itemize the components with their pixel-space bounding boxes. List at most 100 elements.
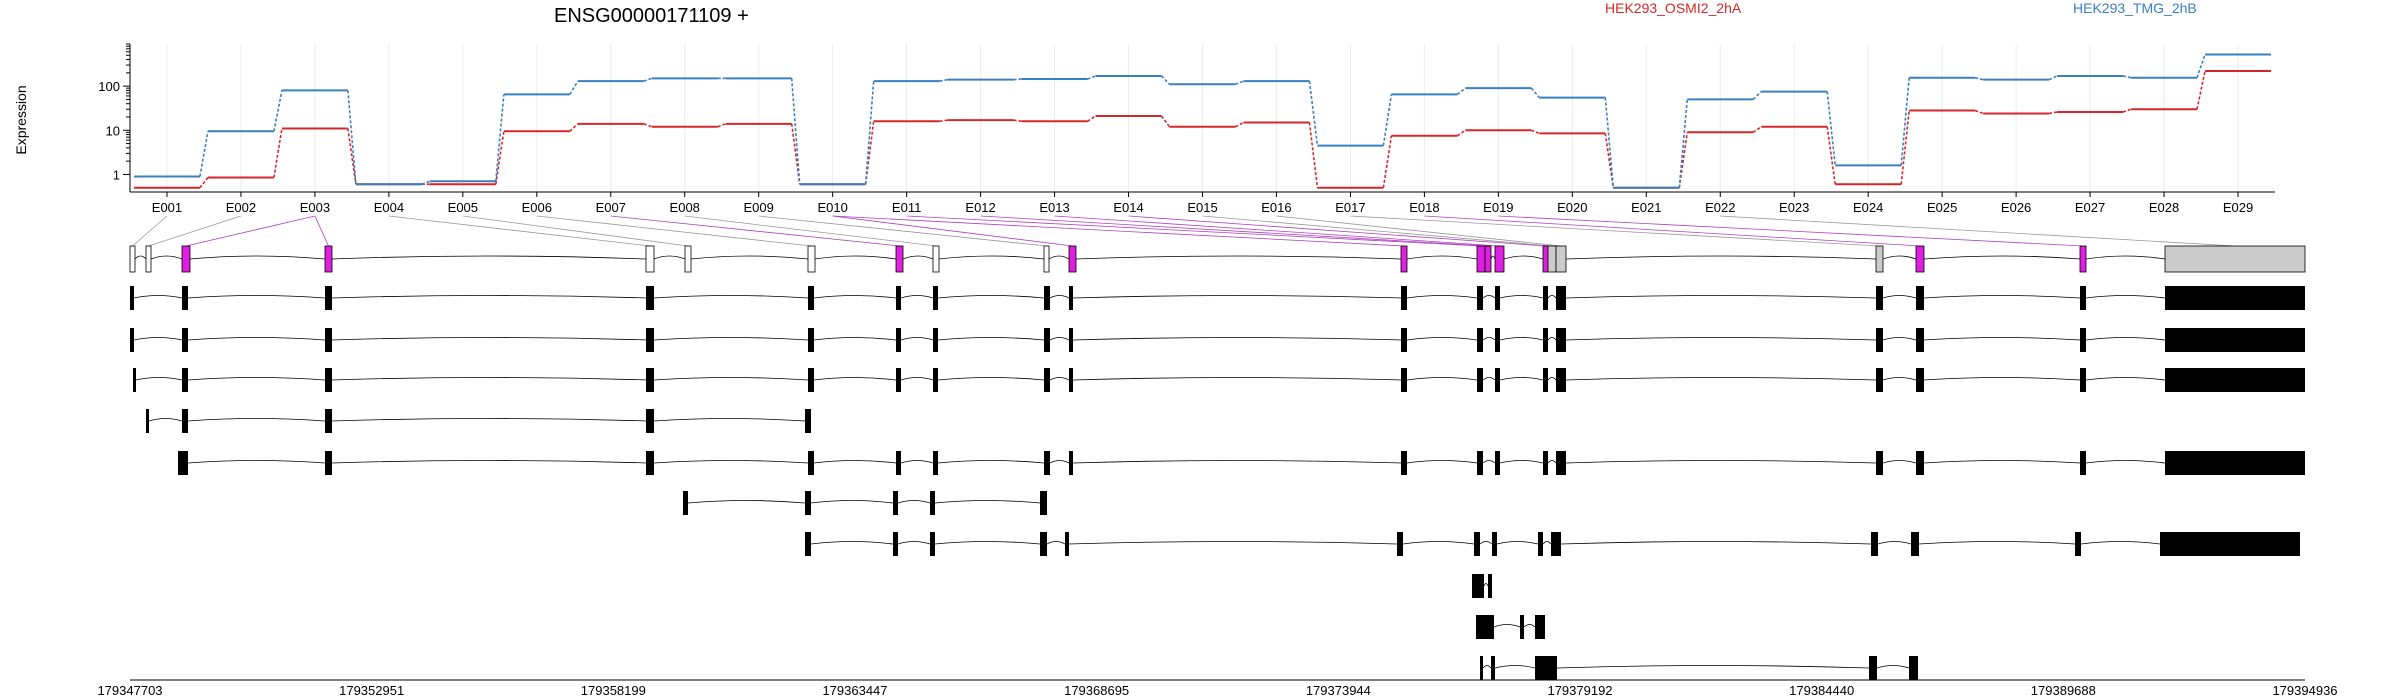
exon-connectors [132, 215, 2236, 247]
transcript-intron [1483, 583, 1489, 587]
transcript-exon [893, 491, 898, 515]
transcript [130, 328, 2305, 352]
series-link [2122, 108, 2132, 113]
coord-tick-label: 179352951 [339, 683, 404, 698]
series-link [347, 128, 357, 185]
transcript-exon [933, 451, 938, 475]
series-link [2048, 111, 2058, 115]
exon-label: E027 [2075, 200, 2105, 215]
exon-connector [1424, 215, 1921, 247]
chart-title: ENSG00000171109 + [554, 5, 749, 27]
gene-exon [129, 245, 136, 273]
transcript-exon [933, 368, 938, 392]
transcript-exon [1916, 451, 1924, 475]
series-link [199, 177, 209, 189]
coord-tick-label: 179394936 [2272, 683, 2337, 698]
exon-label: E012 [965, 200, 995, 215]
series-link [1678, 132, 1689, 188]
gene-exon [807, 245, 816, 273]
transcript-exon [1069, 328, 1073, 352]
exon-label: E019 [1483, 200, 1513, 215]
gene-exon [2079, 245, 2087, 273]
series-link [1530, 87, 1540, 99]
transcript-exon [1477, 368, 1483, 392]
transcript-exon [1495, 286, 1500, 310]
transcript-exon [325, 451, 332, 475]
exon-connector [1128, 215, 1546, 247]
transcript-exon [1044, 368, 1050, 392]
exon-label: E020 [1557, 200, 1587, 215]
exon-label: E017 [1335, 200, 1365, 215]
gene-exon [1494, 245, 1505, 273]
coord-tick-label: 179368695 [1064, 683, 1129, 698]
gene-exon [181, 245, 191, 273]
exon-label: E015 [1187, 200, 1217, 215]
vertical-grid [166, 44, 2239, 192]
transcript-exon [930, 491, 935, 515]
exon-connector [1498, 215, 2084, 247]
exon-label: E011 [892, 200, 921, 215]
transcript-exon [325, 409, 332, 433]
transcript-exon [1911, 532, 1919, 556]
transcript-exon [808, 328, 814, 352]
y-axis: 1 10 100 [98, 43, 131, 192]
series-link [1974, 76, 1984, 81]
exon-connector [462, 215, 689, 247]
transcript-intron [1493, 624, 1536, 628]
exon-connector [148, 215, 242, 247]
y-tick-label: 1 [113, 167, 120, 182]
exon-label: E003 [300, 200, 330, 215]
transcript-exon [1040, 491, 1047, 515]
transcript [805, 532, 2300, 556]
series-link [199, 131, 209, 177]
series-link [495, 94, 505, 182]
series-link [1456, 129, 1466, 137]
transcript-exon [1538, 532, 1543, 556]
exon-axis: E001 E002 E003 E004 E005 E006 E007 E008 E009 E010… [130, 191, 2275, 215]
transcript-exon [2080, 328, 2086, 352]
gene-exon [1555, 245, 1567, 273]
transcript-exon [1556, 451, 1566, 475]
exon-label: E014 [1113, 200, 1143, 215]
transcript-exon [808, 451, 814, 475]
transcript-exon [1480, 656, 1483, 680]
gene-exon [1915, 245, 1925, 273]
legend-series-2: HEK293_TMG_2hB [2073, 0, 2197, 16]
y-axis-label: Expression [13, 85, 29, 154]
exon-label: E022 [1705, 200, 1735, 215]
transcript-exon [1397, 532, 1403, 556]
gene-exon [145, 245, 152, 273]
transcript-exon [1543, 368, 1548, 392]
transcript-exon [1401, 286, 1407, 310]
transcript-intron [687, 500, 1041, 504]
transcript-exon [1401, 368, 1407, 392]
transcript-exon [2080, 451, 2086, 475]
transcript-exon [808, 368, 814, 392]
exon-label: E024 [1853, 200, 1883, 215]
exon-connector [684, 215, 937, 247]
exon-connector [314, 215, 329, 247]
transcript-exon [1495, 451, 1500, 475]
exon-connector [132, 215, 168, 247]
transcript-exon [325, 368, 332, 392]
transcript-intron [1482, 665, 1910, 669]
transcript-exon [1876, 328, 1883, 352]
transcript-exon [896, 328, 901, 352]
transcript [133, 368, 2305, 392]
gene-exon [1400, 245, 1408, 273]
exon-label: E016 [1261, 200, 1291, 215]
transcript-exon [2080, 286, 2086, 310]
exon-label: E023 [1779, 200, 1809, 215]
series-link [790, 78, 801, 185]
transcript-exon [1871, 532, 1878, 556]
transcript-intron [135, 377, 2166, 381]
coord-tick-label: 179347703 [97, 683, 162, 698]
series-link [1235, 121, 1244, 128]
transcript-exon [646, 409, 654, 433]
series-link [864, 81, 875, 185]
transcript-exon [808, 286, 814, 310]
transcript-intron [810, 541, 2161, 545]
series-link [1974, 109, 1984, 115]
transcript-exon [1916, 328, 1924, 352]
transcript [1476, 615, 1545, 639]
